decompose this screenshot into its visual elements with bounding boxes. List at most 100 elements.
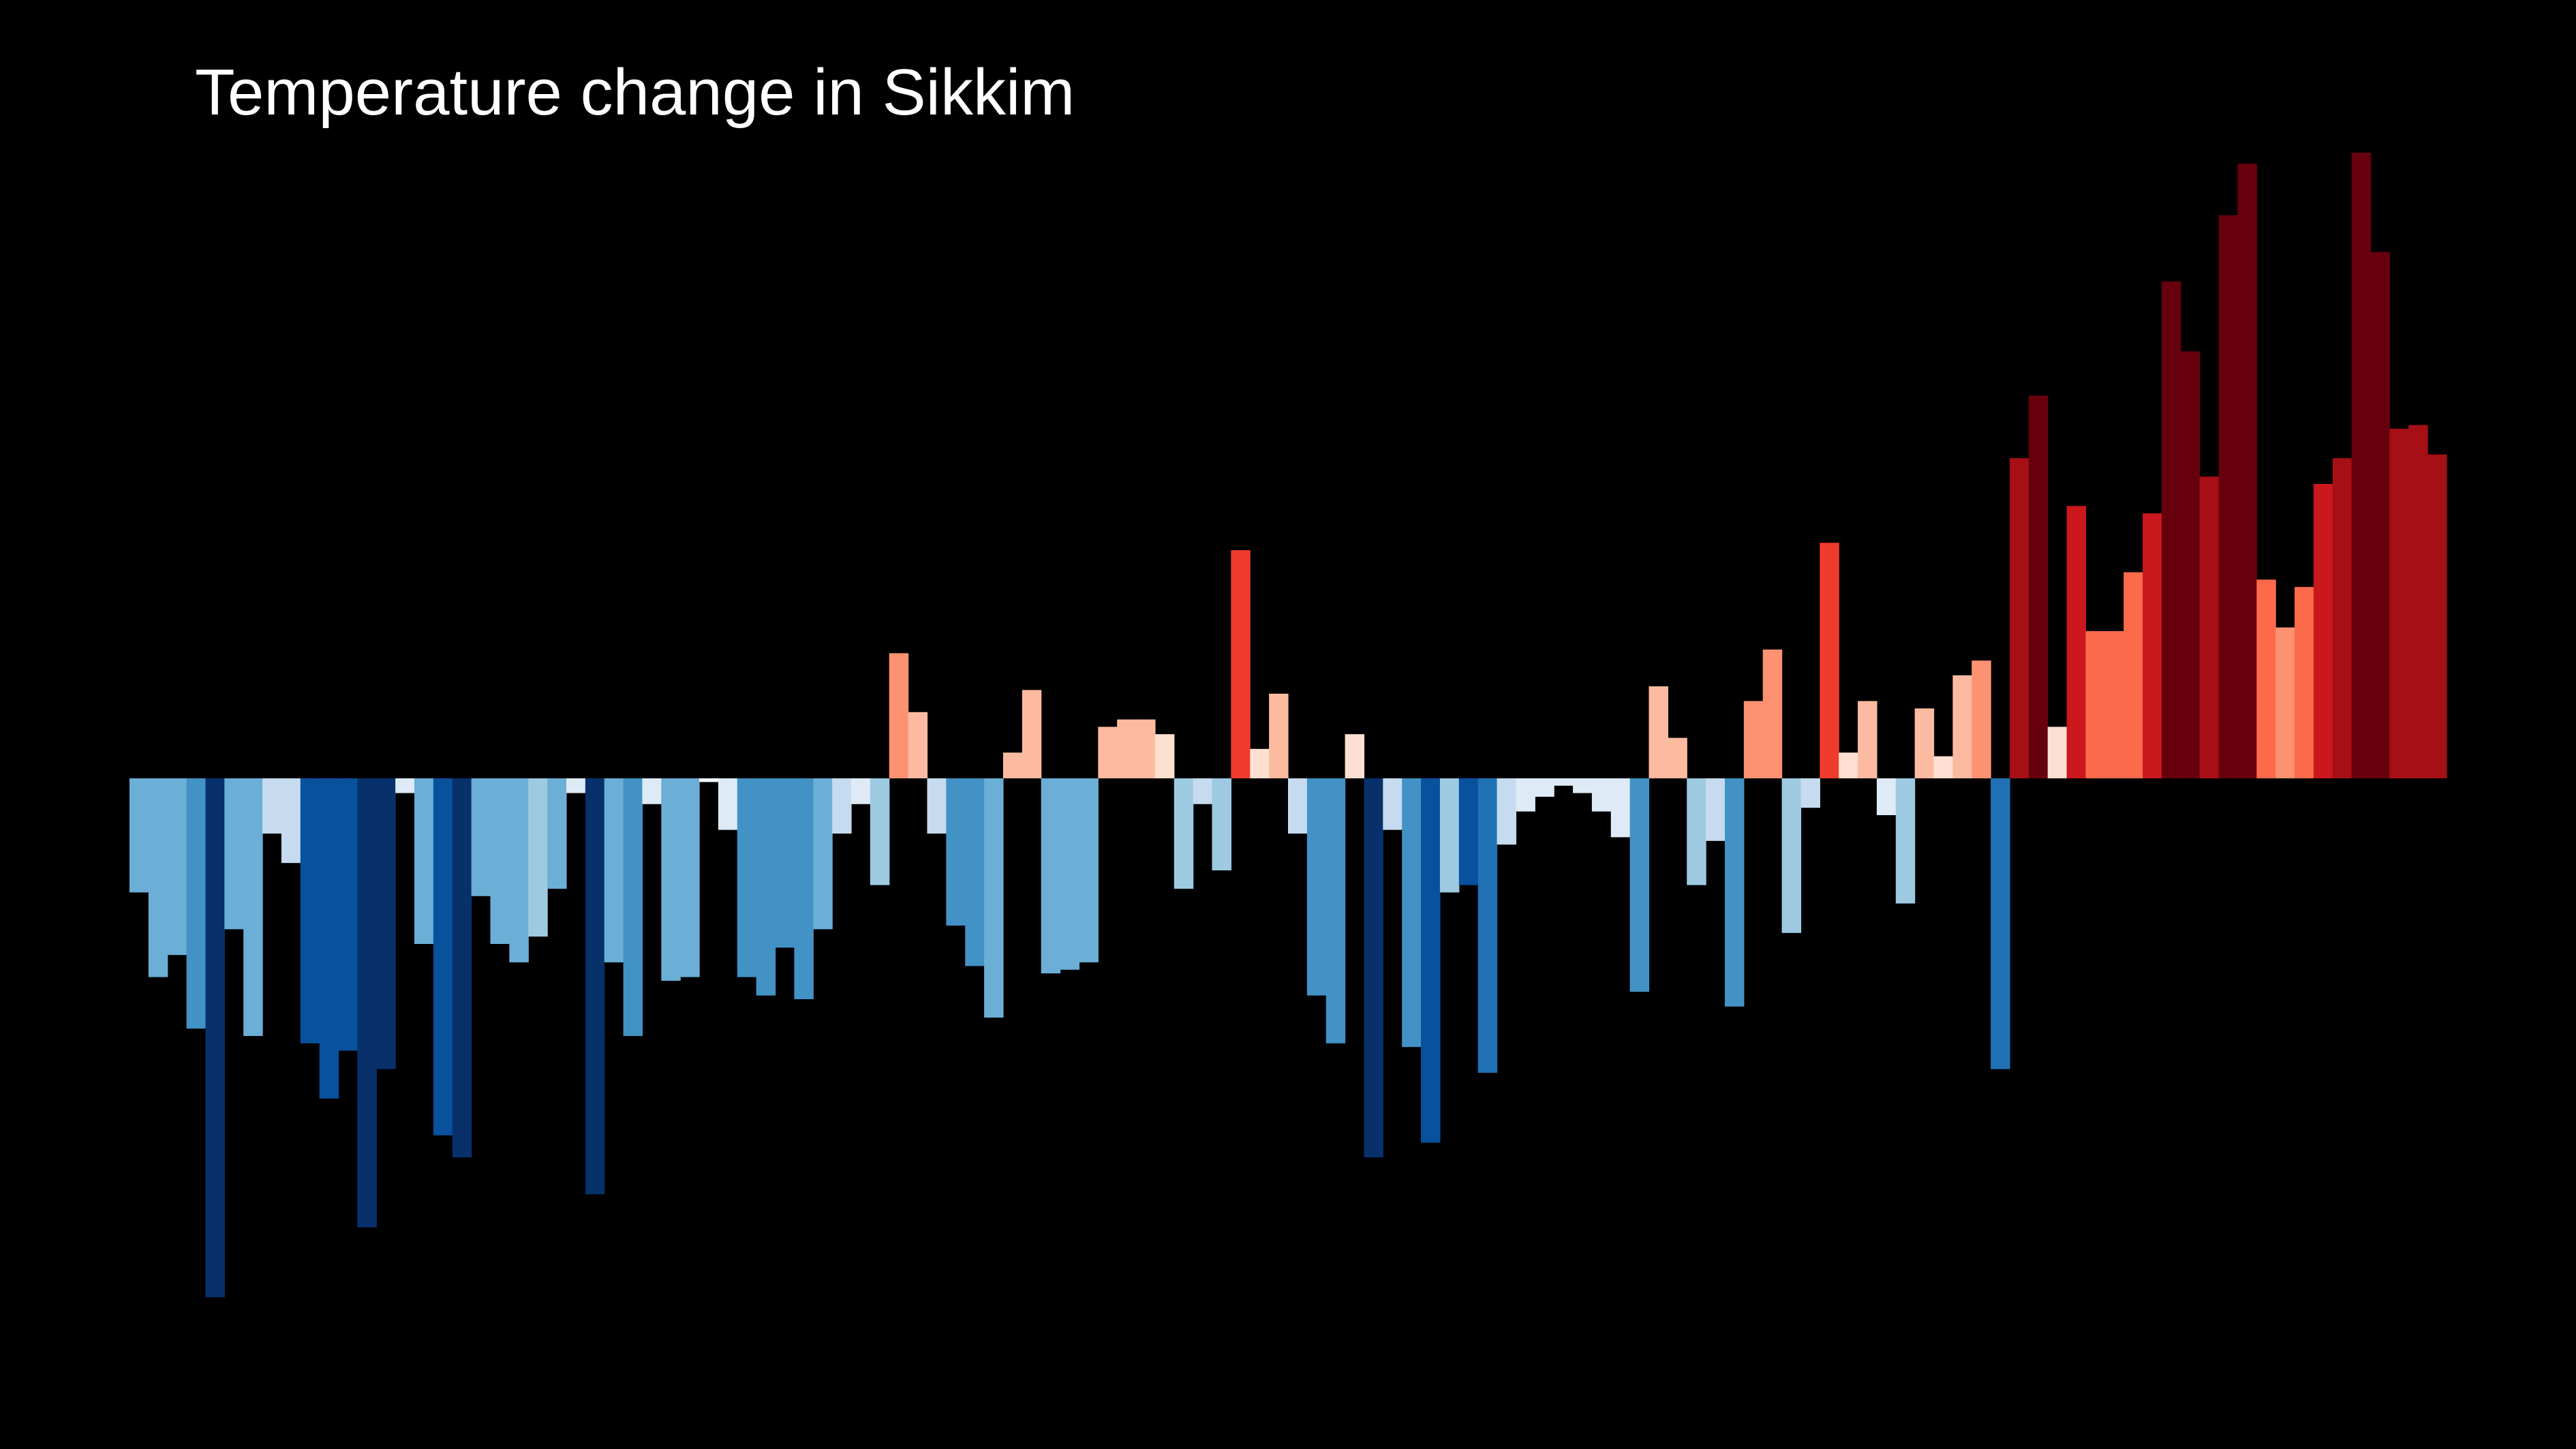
bar [1022,690,1042,778]
bar [946,778,966,926]
bar [186,778,206,1029]
bar [471,778,491,896]
bar [1250,748,1270,778]
bar [319,778,339,1099]
bar [2389,429,2409,778]
bar [2104,631,2124,778]
bar [224,778,244,930]
bar [2010,458,2029,778]
bar [1895,778,1916,904]
bar [718,778,738,830]
bar [642,778,662,804]
bar [243,778,263,1036]
bar [2161,281,2181,778]
bar [623,778,643,1036]
bar [1724,778,1745,1007]
bar [585,778,605,1195]
bar [1079,778,1099,962]
bar [129,778,149,893]
bar [984,778,1004,1018]
bar [794,778,814,999]
bar-series [129,153,2447,1298]
bar [490,778,510,944]
bar [509,778,529,962]
bar [832,778,852,834]
bar [2256,579,2276,778]
bar [1497,778,1517,845]
bar [566,778,586,793]
bar [1762,650,1783,778]
bar [2408,425,2428,778]
bar [2332,458,2352,778]
bar [1781,778,1802,933]
bar [357,778,377,1227]
bar [414,778,434,944]
bar [1952,675,1972,778]
bar [927,778,947,834]
bar [1554,778,1574,786]
bar [376,778,396,1069]
bar [1421,778,1441,1143]
bar [1136,719,1156,778]
bar [1325,778,1346,1043]
bar [1876,778,1897,815]
bar [1914,708,1935,778]
bar [1458,778,1479,885]
bar [2085,631,2105,778]
bar [2180,351,2201,778]
bar [1060,778,1080,970]
bar [756,778,776,996]
bar [1269,693,1289,778]
bar [1706,778,1726,841]
chart-title: Temperature change in Sikkim [195,56,1075,129]
bar [395,778,415,793]
bar [2370,251,2390,778]
bar [2143,513,2162,778]
bar [2275,627,2295,778]
bar [1573,778,1593,793]
bar [1477,778,1498,1073]
bar [338,778,358,1051]
bar [1439,778,1460,893]
bar [1174,778,1194,889]
bar [1591,778,1612,812]
bar [1800,778,1820,808]
bar [547,778,567,889]
bar [1041,778,1061,974]
bar [1402,778,1422,1048]
bar [2218,215,2239,778]
bar [1839,752,1858,778]
bar [1193,778,1213,804]
bar [148,778,168,977]
bar [2066,506,2087,778]
bar [1610,778,1631,838]
bar [1002,752,1023,778]
bar [1933,756,1954,778]
bar [2427,454,2447,778]
bar [1687,778,1706,885]
bar [262,778,282,834]
bar [1535,778,1554,797]
bar [1668,737,1687,778]
bar [528,778,548,937]
bar [1972,660,1991,778]
bar [1858,701,1877,778]
bar [1345,734,1365,778]
bar [1516,778,1535,812]
bar [851,778,871,804]
bar [870,778,890,885]
bar [1649,686,1668,778]
bar [2351,153,2372,778]
bar [1743,701,1764,778]
bar [699,778,719,782]
bar [2295,587,2314,778]
bar [1117,719,1137,778]
bar [1991,778,2010,1069]
bar [2123,572,2143,778]
bar [167,778,187,956]
bar [452,778,472,1158]
bar [1364,778,1383,1158]
bar [2047,727,2068,778]
bar [680,778,700,977]
